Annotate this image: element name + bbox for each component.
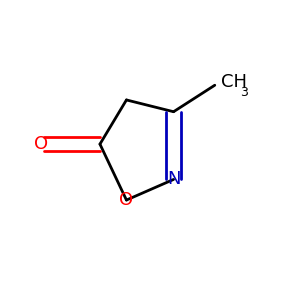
Text: O: O bbox=[119, 191, 134, 209]
Text: O: O bbox=[34, 135, 48, 153]
Text: N: N bbox=[167, 170, 180, 188]
Text: 3: 3 bbox=[240, 86, 248, 99]
Text: CH: CH bbox=[221, 73, 247, 91]
